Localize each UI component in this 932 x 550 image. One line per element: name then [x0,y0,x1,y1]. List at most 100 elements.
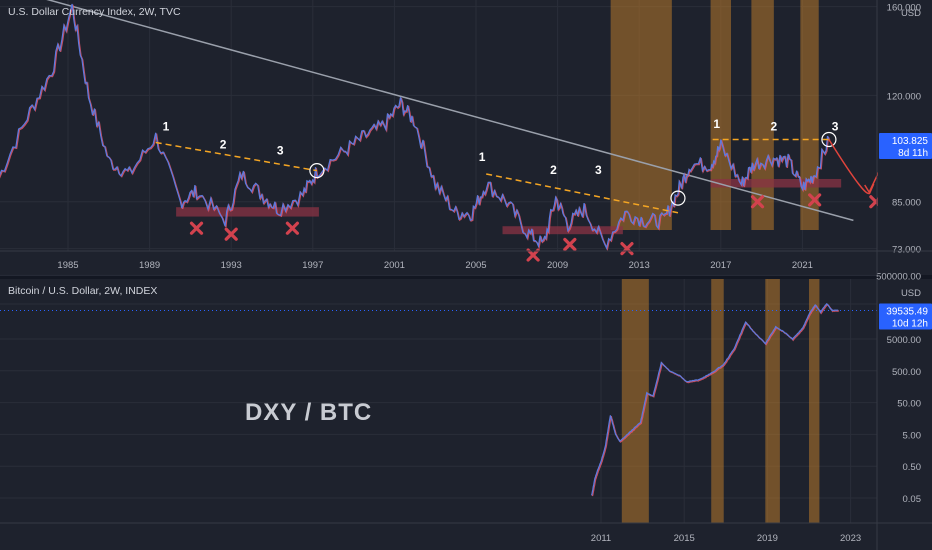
dxy-highlight-band [800,0,819,230]
btc-pane: 500000.00 5000.00 500.00 50.00 5.00 0.50 0.05 3… [0,271,932,523]
dxy-x-tick: 1985 [57,260,78,271]
dxy-highlight-band [751,0,774,230]
dxy-x-mark [808,193,822,207]
dxy-lines [0,0,854,252]
dxy-support-zone [710,178,842,188]
dxy-count-label: 3 [277,144,284,158]
dxy-highlight-band [710,0,731,230]
dxy-resistance-line [155,141,318,172]
btc-y-tick: 500.00 [892,367,921,378]
btc-y-tick: 500000.00 [876,271,921,282]
dxy-x-mark-stroke [620,242,634,256]
btc-x-tick: 2023 [840,533,861,544]
dxy-x-tick: 1993 [221,260,242,271]
btc-title: Bitcoin / U.S. Dollar, 2W, INDEX [8,285,157,297]
btc-highlight-bands [621,279,820,523]
btc-highlight-band [621,279,649,523]
btc-x-tick: 2011 [591,533,611,544]
dxy-count-label: 1 [479,150,486,164]
dxy-x-mark [750,195,765,209]
dxy-support-zone [176,207,319,217]
btc-y-tick: 5000.00 [887,335,921,346]
dxy-count-label: 3 [832,120,839,134]
dxy-x-tick: 1989 [139,260,160,271]
btc-highlight-band [711,279,724,523]
btc-price-line [591,302,839,496]
dxy-x-mark-stroke [808,193,822,207]
dxy-count-label: 2 [550,163,557,177]
btc-unit: USD [901,288,921,299]
pane-separator[interactable] [0,275,932,279]
dxy-y-tick: 73.000 [892,245,921,256]
dxy-x-mark [189,221,204,235]
dxy-count-label: 2 [770,120,777,134]
btc-y-tick: 5.00 [903,430,922,441]
dxy-circle-mark [309,163,325,179]
dxy-x-tick: 1997 [302,260,323,271]
dxy-count-label: 1 [713,117,720,131]
btc-price-axis: 500000.00 5000.00 500.00 50.00 5.00 0.50 0.05 3… [876,271,932,523]
btc-price-line-shadow [591,303,840,497]
dxy-count-label: 1 [163,120,170,134]
overlay-label: DXY / BTC [245,399,372,426]
dxy-x-tick: 2001 [384,260,405,271]
btc-x-tick: 2019 [757,533,778,544]
dxy-y-tick: 120.000 [887,91,921,102]
btc-lines [0,302,877,497]
dxy-x-mark-stroke [526,248,540,262]
dxy-x-mark [224,227,238,241]
dxy-unit: USD [901,8,921,19]
btc-y-tick: 0.50 [903,462,922,473]
dxy-trendline [46,0,854,222]
dxy-count-label: 2 [220,138,227,152]
dxy-count-label: 3 [595,163,602,177]
dxy-y-tick: 85.000 [892,198,921,209]
btc-y-tick: 0.05 [903,494,922,505]
dxy-title: U.S. Dollar Currency Index, 2W, TVC [8,6,181,18]
dxy-highlight-bands [610,0,819,230]
dxy-support-zones [176,178,842,235]
dxy-x-mark-stroke [750,195,765,209]
dxy-x-mark [285,221,299,235]
dxy-axis-bg [878,0,932,251]
dxy-x-tick: 2009 [547,260,568,271]
dxy-grid [0,0,877,305]
btc-price-badge [879,303,932,330]
dxy-circle-mark [821,131,837,148]
dxy-x-mark [563,237,577,252]
dxy-y-tick: 160.000 [887,3,921,14]
dxy-time-axis: 1985 1989 1993 1997 2001 2005 2009 2013 2017 2021 [57,260,813,271]
dxy-x-mark-stroke [224,227,238,241]
dxy-resistance-line [486,173,679,214]
dxy-projection-arrowhead [864,183,875,195]
btc-highlight-band [765,279,780,523]
dxy-annotations: 1 2 3 1 2 3 1 2 3 [163,75,926,262]
dxy-x-mark [526,248,540,262]
dxy-price-line [0,3,830,251]
dxy-x-tick: 2021 [792,260,813,271]
btc-highlight-band [809,279,820,523]
dxy-price-badge [879,133,932,159]
btc-time-axis: 2011 2015 2019 2023 [591,533,861,544]
btc-y-tick: 50.00 [897,399,921,410]
btc-grid [0,274,877,523]
dxy-x-tick: 2005 [465,260,486,271]
btc-x-tick: 2015 [674,533,695,544]
btc-price-badge-countdown: 10d 12h [892,318,928,329]
dxy-x-mark-stroke [563,237,577,252]
dxy-price-axis: 240.000200.000160.000120.00085.00073.000… [878,0,932,311]
dxy-highlight-band [610,0,672,230]
btc-price-badge-value: 39535.49 [886,306,928,317]
dxy-support-zone [502,226,623,235]
dxy-x-mark [620,242,634,256]
dxy-price-badge-countdown: 8d 11h [898,148,928,159]
dxy-x-mark-stroke [189,221,204,235]
dxy-x-mark-stroke [285,221,299,235]
dxy-x-tick: 2013 [629,260,650,271]
dxy-price-badge-value: 103.825 [892,136,929,147]
dxy-circle-mark [670,190,686,206]
dxy-x-tick: 2017 [710,260,731,271]
